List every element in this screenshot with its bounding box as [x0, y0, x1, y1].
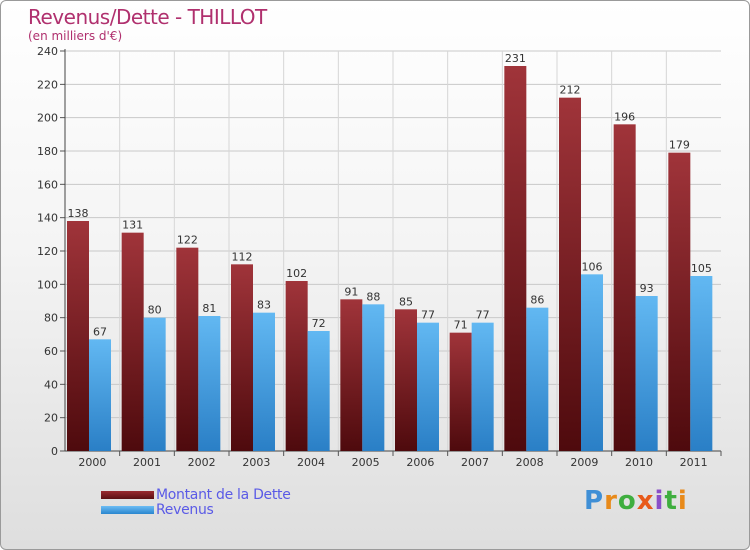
data-label-dette-2005: 91 — [344, 285, 358, 298]
logo-letter: x — [636, 486, 655, 516]
y-tick-label-180: 180 — [37, 145, 58, 158]
x-tick-label-2002: 2002 — [188, 456, 216, 469]
data-label-revenus-2007: 77 — [476, 309, 490, 322]
y-tick-label-160: 160 — [37, 178, 58, 191]
data-label-dette-2001: 131 — [122, 219, 143, 232]
bar-revenus-2010 — [635, 296, 658, 451]
bar-dette-2010 — [613, 124, 636, 451]
y-tick-label-80: 80 — [44, 312, 58, 325]
legend-swatch-dette — [101, 490, 154, 499]
x-tick-label-2008: 2008 — [516, 456, 544, 469]
data-label-revenus-2011: 105 — [691, 262, 712, 275]
data-label-dette-2009: 212 — [560, 84, 581, 97]
x-tick-label-2001: 2001 — [133, 456, 161, 469]
logo-letter: i — [677, 486, 688, 516]
bar-dette-2000 — [67, 221, 89, 451]
data-label-revenus-2009: 106 — [582, 260, 603, 273]
bar-revenus-2009 — [581, 274, 603, 451]
y-tick-label-140: 140 — [37, 212, 58, 225]
legend-item-revenus: Revenus — [101, 501, 291, 518]
y-tick-label-200: 200 — [37, 112, 58, 125]
data-label-dette-2000: 138 — [68, 207, 89, 220]
x-tick-label-2003: 2003 — [242, 456, 270, 469]
bar-revenus-2011 — [690, 276, 713, 451]
y-tick-label-220: 220 — [37, 78, 58, 91]
bar-revenus-2008 — [526, 307, 549, 451]
data-label-revenus-2002: 81 — [202, 302, 216, 315]
bar-dette-2005 — [340, 299, 363, 451]
x-tick-label-2010: 2010 — [625, 456, 653, 469]
proxiti-logo: Proxiti — [584, 486, 688, 516]
data-label-dette-2004: 102 — [286, 267, 307, 280]
chart-subtitle: (en milliers d'€) — [28, 29, 123, 43]
data-label-dette-2007: 71 — [454, 319, 468, 332]
chart-title: Revenus/Dette - THILLOT — [28, 5, 267, 29]
bar-revenus-2000 — [89, 339, 111, 451]
bar-dette-2002 — [176, 247, 199, 451]
data-label-revenus-2004: 72 — [312, 317, 326, 330]
data-label-revenus-2008: 86 — [530, 294, 544, 307]
y-tick-label-60: 60 — [44, 345, 58, 358]
data-label-revenus-2005: 88 — [366, 290, 380, 303]
bar-revenus-2003 — [253, 312, 275, 451]
y-tick-label-40: 40 — [44, 378, 58, 391]
data-label-revenus-2000: 67 — [93, 325, 107, 338]
data-label-dette-2002: 122 — [177, 234, 198, 247]
data-label-dette-2006: 85 — [399, 295, 413, 308]
data-label-dette-2011: 179 — [669, 139, 690, 152]
bar-revenus-2001 — [143, 317, 166, 451]
bar-revenus-2007 — [471, 322, 494, 451]
logo-letter: o — [617, 486, 637, 516]
bar-revenus-2006 — [417, 322, 439, 451]
bar-dette-2009 — [559, 97, 581, 452]
x-tick-label-2011: 2011 — [680, 456, 708, 469]
data-label-dette-2008: 231 — [505, 52, 526, 65]
logo-letter: r — [604, 486, 618, 516]
y-tick-label-120: 120 — [37, 245, 58, 258]
bar-revenus-2004 — [307, 331, 330, 451]
legend-swatch-revenus — [101, 505, 154, 514]
bar-dette-2006 — [395, 309, 417, 451]
data-label-dette-2010: 196 — [614, 110, 635, 123]
y-tick-label-240: 240 — [37, 45, 58, 58]
legend: Montant de la Dette Revenus — [101, 486, 291, 518]
y-tick-label-20: 20 — [44, 412, 58, 425]
bar-dette-2008 — [504, 66, 527, 451]
x-tick-label-2006: 2006 — [406, 456, 434, 469]
data-label-dette-2003: 112 — [232, 250, 253, 263]
x-tick-label-2009: 2009 — [570, 456, 598, 469]
x-tick-label-2007: 2007 — [461, 456, 489, 469]
logo-letter: P — [584, 486, 605, 516]
legend-item-dette: Montant de la Dette — [101, 486, 291, 503]
bar-revenus-2005 — [362, 304, 385, 451]
x-tick-label-2004: 2004 — [297, 456, 325, 469]
bar-dette-2001 — [121, 232, 144, 451]
y-tick-label-0: 0 — [51, 445, 58, 458]
data-label-revenus-2003: 83 — [257, 299, 271, 312]
x-tick-label-2000: 2000 — [78, 456, 106, 469]
bar-revenus-2002 — [198, 316, 221, 451]
legend-label-revenus: Revenus — [156, 501, 214, 518]
x-tick-label-2005: 2005 — [352, 456, 380, 469]
y-tick-label-100: 100 — [37, 278, 58, 291]
data-label-revenus-2006: 77 — [421, 309, 435, 322]
data-label-revenus-2010: 93 — [640, 282, 654, 295]
data-label-revenus-2001: 80 — [148, 304, 162, 317]
logo-letter: t — [664, 486, 678, 516]
bar-dette-2004 — [285, 281, 308, 451]
legend-label-dette: Montant de la Dette — [156, 486, 291, 503]
bar-dette-2003 — [231, 264, 253, 451]
bar-dette-2011 — [668, 152, 691, 451]
logo-letter: i — [654, 486, 665, 516]
bar-dette-2007 — [449, 332, 472, 451]
